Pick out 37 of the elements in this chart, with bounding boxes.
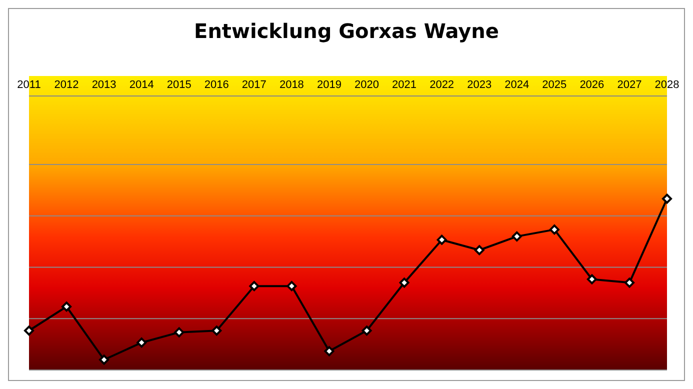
x-tick-label: 2013 xyxy=(92,79,116,91)
point xyxy=(474,245,484,256)
x-tick-label: 2012 xyxy=(54,79,79,91)
x-tick-label: 2016 xyxy=(204,79,229,91)
x-tick-label: 2023 xyxy=(467,79,492,91)
x-tick-label: 2025 xyxy=(542,79,567,91)
x-tick-label: 2014 xyxy=(129,79,154,91)
point xyxy=(62,302,72,312)
point xyxy=(399,278,410,288)
point xyxy=(286,281,297,292)
point xyxy=(249,281,260,292)
point xyxy=(549,224,560,235)
point xyxy=(99,354,110,365)
chart-title: Entwicklung Gorxas Wayne xyxy=(193,19,500,43)
x-tick-label: 2017 xyxy=(242,79,266,91)
x-tick-label: 2018 xyxy=(279,79,304,91)
point xyxy=(512,231,522,242)
point xyxy=(624,278,634,288)
point xyxy=(174,327,184,338)
point xyxy=(362,326,372,336)
point xyxy=(212,326,222,336)
point xyxy=(24,326,34,336)
x-tick-label: 2019 xyxy=(316,79,342,91)
x-tick-label: 2021 xyxy=(392,79,417,91)
point xyxy=(436,234,447,245)
x-tick-label: 2022 xyxy=(430,79,454,91)
x-tick-label: 2011 xyxy=(17,79,41,91)
point xyxy=(136,338,147,348)
x-tick-label: 2020 xyxy=(354,79,380,91)
point xyxy=(662,194,672,204)
x-tick-label: 2024 xyxy=(504,79,530,91)
x-tick-label: 2026 xyxy=(580,79,604,91)
point xyxy=(324,346,334,356)
x-tick-label: 2027 xyxy=(617,79,642,91)
x-tick-label: 2015 xyxy=(166,79,192,91)
point xyxy=(586,274,597,284)
x-tick-label: 2028 xyxy=(654,79,680,91)
